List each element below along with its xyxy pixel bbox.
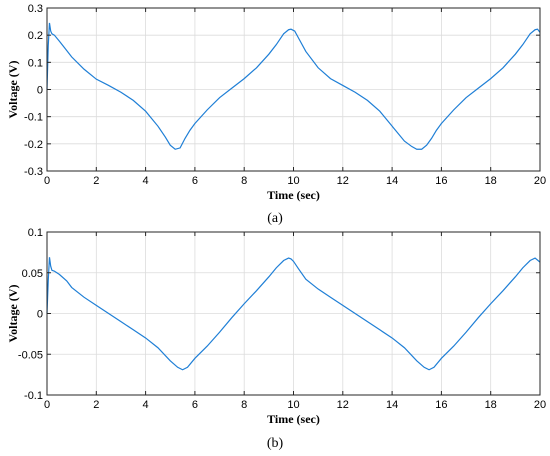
- y-axis-label: Voltage (V): [6, 61, 20, 119]
- axis-ticks: 0 2 4 6 8 10 12 14 16 18 20 -0.3 -0.2 -0.1 0 0.1 0.2 0.3: [24, 3, 546, 187]
- x-tick-label: 12: [337, 175, 349, 187]
- grid: [46, 7, 541, 172]
- x-tick-label: 20: [534, 399, 546, 411]
- x-tick-label: 8: [241, 399, 247, 411]
- series-layer: [46, 257, 541, 371]
- x-tick-label: 2: [93, 175, 99, 187]
- y-tick-label: 0.3: [28, 3, 43, 15]
- series-line: [46, 22, 541, 150]
- x-tick-label: 14: [386, 399, 398, 411]
- y-tick-label: 0.2: [28, 30, 43, 42]
- x-tick-label: 10: [287, 175, 299, 187]
- x-axis-label: Time (sec): [267, 412, 320, 426]
- x-tick-label: 20: [534, 175, 546, 187]
- panel-caption: (b): [267, 436, 284, 451]
- chart-panel-a: 0 2 4 6 8 10 12 14 16 18 20-0.3-0.2-0.100.10.20.3 …: [6, 3, 546, 226]
- x-tick-label: 18: [485, 175, 497, 187]
- x-tick-label: 4: [143, 399, 149, 411]
- y-tick-label: 0.05: [22, 268, 43, 280]
- y-tick-label: -0.05: [18, 349, 43, 361]
- y-tick-label: -0.1: [24, 390, 43, 402]
- series-line: [46, 257, 541, 371]
- y-tick-label: 0.1: [28, 57, 43, 69]
- x-tick-label: 4: [143, 175, 149, 187]
- x-tick-label: 0: [44, 175, 50, 187]
- y-tick-label: -0.2: [24, 139, 43, 151]
- x-tick-label: 12: [337, 399, 349, 411]
- grid: [46, 231, 541, 396]
- y-tick-label: 0.1: [28, 227, 43, 239]
- x-tick-label: 16: [435, 175, 447, 187]
- y-tick-label: 0: [37, 85, 43, 97]
- axis-ticks: 0 2 4 6 8 10 12 14 16 18 20 -0.1 -0.05 0 0.05 0.1: [18, 227, 546, 411]
- series-layer: [46, 22, 541, 150]
- x-tick-label: 14: [386, 175, 398, 187]
- x-axis-label: Time (sec): [267, 188, 320, 202]
- y-tick-label: -0.3: [24, 166, 43, 178]
- x-tick-label: 6: [192, 175, 198, 187]
- x-tick-label: 0: [44, 399, 50, 411]
- panel-caption: (a): [267, 211, 283, 226]
- x-tick-label: 16: [435, 399, 447, 411]
- y-tick-label: -0.1: [24, 112, 43, 124]
- chart-panel-b: 0 2 4 6 8 10 12 14 16 18 20 -0.1 -0.05 0 0.05 0.1 Time …: [6, 227, 546, 451]
- x-tick-label: 2: [93, 399, 99, 411]
- x-tick-label: 8: [241, 175, 247, 187]
- x-tick-label: 18: [485, 399, 497, 411]
- x-tick-label: 10: [287, 399, 299, 411]
- y-tick-label: 0: [37, 309, 43, 321]
- y-axis-label: Voltage (V): [6, 285, 20, 343]
- x-tick-label: 6: [192, 399, 198, 411]
